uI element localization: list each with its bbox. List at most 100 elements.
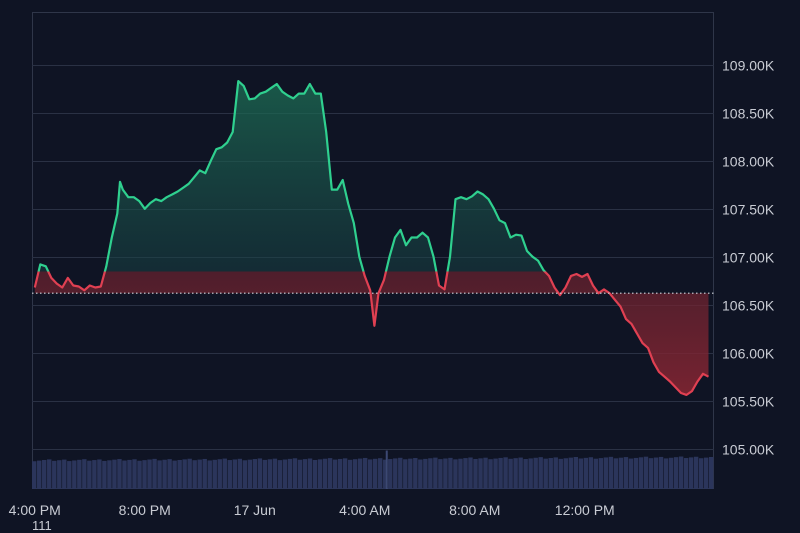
volume-bar — [468, 457, 473, 489]
volume-bar — [197, 459, 202, 489]
volume-bar — [658, 456, 664, 489]
volume-bar — [538, 457, 543, 489]
volume-bar — [262, 459, 268, 489]
volume-bar — [172, 460, 177, 489]
volume-bar — [703, 457, 709, 489]
volume-bar — [122, 460, 127, 489]
y-tick-label: 106.00K — [722, 346, 775, 362]
price-area — [34, 81, 709, 395]
volume-bar — [367, 459, 373, 489]
x-tick-label: 4:00 AM — [339, 502, 390, 518]
x-tick-label: 4:00 PM — [9, 502, 61, 518]
volume-bar — [673, 457, 679, 489]
volume-bar — [202, 458, 207, 489]
volume-bar — [297, 459, 303, 489]
volume-bar — [137, 460, 142, 489]
volume-bar — [413, 458, 418, 489]
volume-bar — [152, 458, 157, 489]
volume-bar — [543, 458, 548, 489]
volume-bar — [332, 459, 338, 489]
volume-bar — [403, 459, 408, 489]
volume-bar — [433, 457, 438, 489]
volume-bar — [257, 458, 263, 489]
y-axis-labels: 109.00K 108.50K 108.00K 107.50K 107.00K 106.5… — [722, 58, 775, 458]
volume-bar — [117, 459, 122, 489]
volume-bar — [598, 458, 604, 489]
volume-bar — [312, 459, 318, 489]
volume-bar — [292, 458, 298, 489]
volume-bar — [362, 457, 368, 489]
volume-bar — [698, 458, 704, 489]
volume-bar — [553, 457, 558, 489]
corner-label: 111 — [32, 518, 52, 533]
volume-bar — [187, 458, 192, 489]
volume-bar — [217, 459, 222, 489]
volume-bar — [548, 458, 553, 489]
volume-bar — [608, 456, 614, 489]
volume-bar — [478, 458, 483, 489]
volume-bar — [383, 459, 388, 489]
volume-bar — [347, 459, 353, 489]
y-tick-label: 106.50K — [722, 298, 775, 314]
price-line-down — [33, 271, 710, 396]
volume-bar — [473, 458, 478, 489]
x-axis-labels: 4:00 PM 8:00 PM 17 Jun 4:00 AM 8:00 AM 12:00 … — [9, 502, 615, 518]
volume-bar — [418, 459, 423, 489]
volume-bar — [342, 458, 348, 489]
y-tick-label: 108.50K — [722, 106, 775, 122]
y-tick-label: 107.00K — [722, 250, 775, 266]
price-line — [33, 80, 710, 396]
volume-bar — [232, 459, 238, 489]
volume-bar — [77, 459, 82, 489]
volume-bar — [663, 458, 669, 489]
volume-bar — [162, 459, 167, 489]
volume-bar — [653, 457, 659, 489]
volume-bar — [222, 458, 227, 489]
volume-bar — [453, 459, 458, 489]
volume-bar — [708, 456, 714, 489]
volume-bar — [583, 457, 589, 489]
volume-bar — [277, 460, 283, 489]
volume-bar — [252, 459, 258, 489]
volume-bar — [483, 457, 488, 489]
volume-bar — [67, 461, 72, 489]
volume-bar — [132, 459, 137, 489]
volume-bar — [242, 460, 248, 489]
volume-bar — [493, 458, 498, 489]
volume-bar — [638, 457, 644, 489]
volume-bar — [513, 458, 518, 489]
volume-bar — [177, 459, 182, 489]
volume-bar — [227, 460, 232, 489]
volume-bar — [498, 457, 503, 489]
volume-bar — [408, 458, 413, 489]
volume-bar — [523, 459, 528, 489]
volume-bar — [503, 457, 508, 489]
volume-bar — [643, 456, 649, 489]
volume-bar — [192, 460, 197, 489]
volume-bar — [398, 457, 403, 489]
volume-bar — [97, 459, 102, 489]
volume-bar — [287, 458, 293, 489]
volume-bar — [352, 459, 358, 489]
y-tick-label: 108.00K — [722, 154, 775, 170]
volume-bar — [317, 459, 323, 489]
volume-bar — [82, 459, 87, 489]
volume-bar — [668, 457, 674, 489]
volume-bar — [42, 459, 47, 489]
volume-bar — [458, 458, 463, 489]
y-tick-label: 107.50K — [722, 202, 775, 218]
volume-bar — [57, 460, 62, 489]
volume-bar — [593, 458, 599, 489]
volume-bar — [628, 458, 634, 489]
volume-bar — [578, 458, 584, 489]
volume-bar — [443, 458, 448, 489]
volume-bar — [603, 457, 609, 489]
volume-bar — [207, 460, 212, 489]
volume-bar — [648, 458, 654, 489]
volume-bar — [393, 458, 398, 489]
x-tick-label: 8:00 AM — [449, 502, 500, 518]
volume-bar — [633, 457, 639, 489]
volume-bar — [237, 458, 243, 489]
y-tick-label: 109.00K — [722, 58, 775, 74]
